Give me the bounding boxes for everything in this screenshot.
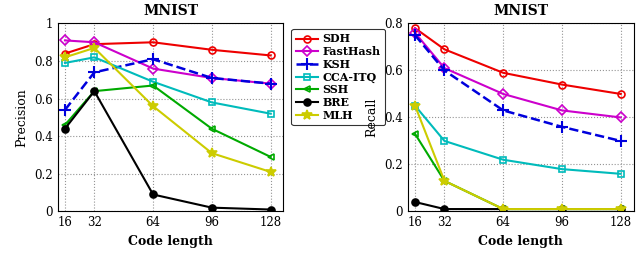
Line: SSH: SSH (61, 82, 274, 161)
Line: MLH: MLH (60, 43, 275, 177)
MLH (499, 207, 507, 211)
BRE (90, 90, 98, 93)
SDH (412, 27, 419, 30)
SSH (617, 207, 625, 211)
FastHash (412, 31, 419, 34)
SDH (61, 52, 68, 55)
SDH (90, 43, 98, 46)
MLH (617, 207, 625, 211)
KSH (499, 109, 507, 112)
CCA-ITQ (558, 168, 566, 171)
Line: BRE: BRE (61, 88, 274, 213)
KSH (61, 108, 68, 111)
SDH (440, 48, 448, 51)
MLH (90, 46, 98, 50)
Line: SDH: SDH (61, 39, 274, 59)
MLH (267, 170, 275, 174)
SDH (617, 92, 625, 96)
BRE (61, 127, 68, 130)
BRE (149, 193, 157, 196)
KSH (617, 139, 625, 143)
CCA-ITQ (412, 104, 419, 107)
Line: CCA-ITQ: CCA-ITQ (61, 54, 274, 117)
CCA-ITQ (440, 139, 448, 143)
FastHash (499, 92, 507, 96)
BRE (558, 207, 566, 211)
BRE (617, 207, 625, 211)
X-axis label: Code length: Code length (478, 235, 563, 248)
SDH (499, 71, 507, 74)
Title: MNIST: MNIST (143, 4, 198, 18)
SDH (208, 48, 216, 51)
CCA-ITQ (499, 158, 507, 161)
FastHash (149, 67, 157, 70)
MLH (558, 207, 566, 211)
Line: CCA-ITQ: CCA-ITQ (412, 102, 624, 177)
Y-axis label: Precision: Precision (15, 88, 28, 147)
MLH (412, 104, 419, 107)
BRE (267, 208, 275, 211)
CCA-ITQ (617, 172, 625, 175)
KSH (267, 82, 275, 85)
CCA-ITQ (90, 56, 98, 59)
X-axis label: Code length: Code length (128, 235, 213, 248)
CCA-ITQ (208, 101, 216, 104)
FastHash (617, 116, 625, 119)
CCA-ITQ (267, 112, 275, 115)
Line: MLH: MLH (410, 101, 626, 214)
Legend: SDH, FastHash, KSH, CCA-ITQ, SSH, BRE, MLH: SDH, FastHash, KSH, CCA-ITQ, SSH, BRE, M… (291, 29, 385, 125)
Line: KSH: KSH (60, 54, 276, 115)
Title: MNIST: MNIST (493, 4, 548, 18)
SSH (61, 123, 68, 127)
KSH (412, 34, 419, 37)
Line: SSH: SSH (412, 130, 624, 212)
Line: KSH: KSH (410, 30, 627, 146)
SSH (90, 90, 98, 93)
CCA-ITQ (61, 61, 68, 64)
MLH (149, 105, 157, 108)
SSH (558, 207, 566, 211)
CCA-ITQ (149, 80, 157, 83)
BRE (440, 207, 448, 211)
SSH (267, 155, 275, 158)
FastHash (558, 109, 566, 112)
SSH (208, 127, 216, 130)
MLH (208, 152, 216, 155)
SSH (149, 84, 157, 87)
FastHash (440, 67, 448, 70)
SDH (267, 54, 275, 57)
KSH (90, 71, 98, 74)
FastHash (267, 82, 275, 85)
Line: FastHash: FastHash (412, 29, 624, 121)
SSH (440, 179, 448, 182)
BRE (208, 206, 216, 209)
Line: SDH: SDH (412, 25, 624, 97)
KSH (208, 76, 216, 80)
Line: BRE: BRE (412, 199, 624, 212)
BRE (412, 200, 419, 204)
Line: FastHash: FastHash (61, 37, 274, 87)
FastHash (61, 39, 68, 42)
KSH (440, 69, 448, 72)
SSH (412, 132, 419, 135)
FastHash (90, 41, 98, 44)
KSH (149, 58, 157, 61)
BRE (499, 207, 507, 211)
MLH (61, 56, 68, 59)
Y-axis label: Recall: Recall (365, 98, 378, 137)
SDH (149, 41, 157, 44)
SDH (558, 83, 566, 86)
MLH (440, 179, 448, 182)
FastHash (208, 76, 216, 80)
KSH (558, 125, 566, 128)
SSH (499, 207, 507, 211)
